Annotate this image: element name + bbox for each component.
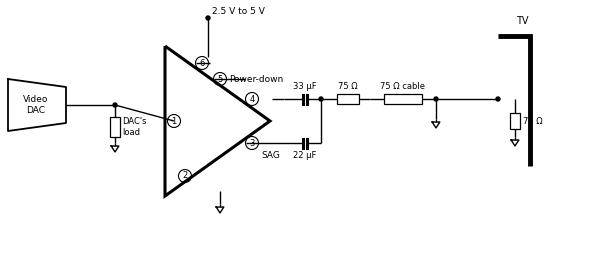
Text: TV: TV [516,16,528,26]
Text: 5: 5 [217,74,223,84]
Circle shape [319,97,323,101]
Circle shape [434,97,438,101]
Text: Power-down: Power-down [229,74,283,84]
Bar [337,94,359,104]
Text: 2.5 V to 5 V: 2.5 V to 5 V [212,7,265,16]
Bar [110,117,120,137]
Text: 2: 2 [183,172,188,181]
Text: SAG: SAG [261,151,280,160]
Text: 75 Ω cable: 75 Ω cable [380,82,425,91]
Text: 22 μF: 22 μF [293,151,317,160]
Text: 1: 1 [171,117,177,126]
Circle shape [496,97,500,101]
Circle shape [113,103,117,107]
Text: 33 μF: 33 μF [293,82,317,91]
Circle shape [206,16,210,20]
Text: 75 Ω: 75 Ω [523,117,542,126]
Text: DAC's
load: DAC's load [122,117,147,137]
Text: 75 Ω: 75 Ω [338,82,358,91]
Text: 6: 6 [199,59,205,68]
Text: 3: 3 [249,139,254,148]
Bar [510,113,520,129]
Text: Video
DAC: Video DAC [24,95,49,115]
Text: 4: 4 [249,94,254,103]
Bar [384,94,422,104]
